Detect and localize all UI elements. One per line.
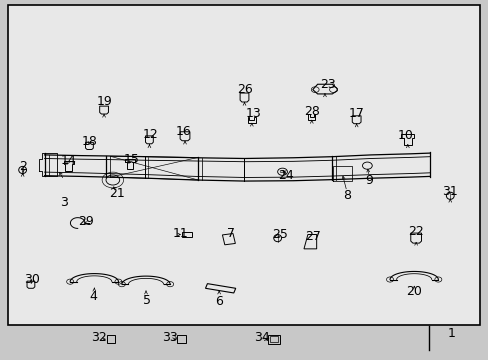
Bar [269, 336, 277, 342]
Text: 34: 34 [253, 331, 269, 344]
Text: 4: 4 [89, 290, 97, 303]
Text: 33: 33 [162, 331, 178, 344]
Text: 31: 31 [442, 185, 457, 198]
Text: 24: 24 [278, 169, 293, 182]
Text: 18: 18 [81, 135, 97, 148]
Text: 29: 29 [78, 215, 94, 228]
Text: 25: 25 [271, 228, 287, 241]
Text: 21: 21 [109, 187, 124, 200]
Text: 19: 19 [96, 95, 112, 108]
Text: 2: 2 [19, 160, 26, 173]
Text: 22: 22 [407, 225, 423, 238]
Text: 28: 28 [303, 105, 319, 118]
Text: 23: 23 [320, 78, 336, 91]
Text: 20: 20 [406, 285, 421, 298]
Text: 14: 14 [61, 154, 77, 167]
Text: 1: 1 [447, 327, 455, 340]
Text: 15: 15 [123, 153, 139, 166]
Bar [107, 335, 115, 343]
Bar [177, 335, 185, 343]
Text: 8: 8 [342, 189, 350, 202]
Text: 5: 5 [142, 294, 151, 307]
Text: 7: 7 [226, 226, 234, 239]
Text: 32: 32 [91, 331, 107, 344]
Text: 27: 27 [304, 230, 320, 243]
Text: 3: 3 [60, 196, 68, 209]
Text: 17: 17 [348, 107, 364, 120]
Text: 26: 26 [237, 83, 253, 96]
Text: 11: 11 [172, 226, 187, 239]
Text: 12: 12 [142, 127, 159, 141]
FancyBboxPatch shape [8, 5, 479, 325]
Text: 10: 10 [397, 129, 412, 142]
Text: 6: 6 [215, 296, 223, 309]
Text: 9: 9 [364, 174, 372, 186]
Text: 13: 13 [245, 107, 261, 120]
Text: 16: 16 [175, 125, 191, 138]
Bar [267, 334, 279, 344]
Text: 30: 30 [24, 273, 40, 286]
